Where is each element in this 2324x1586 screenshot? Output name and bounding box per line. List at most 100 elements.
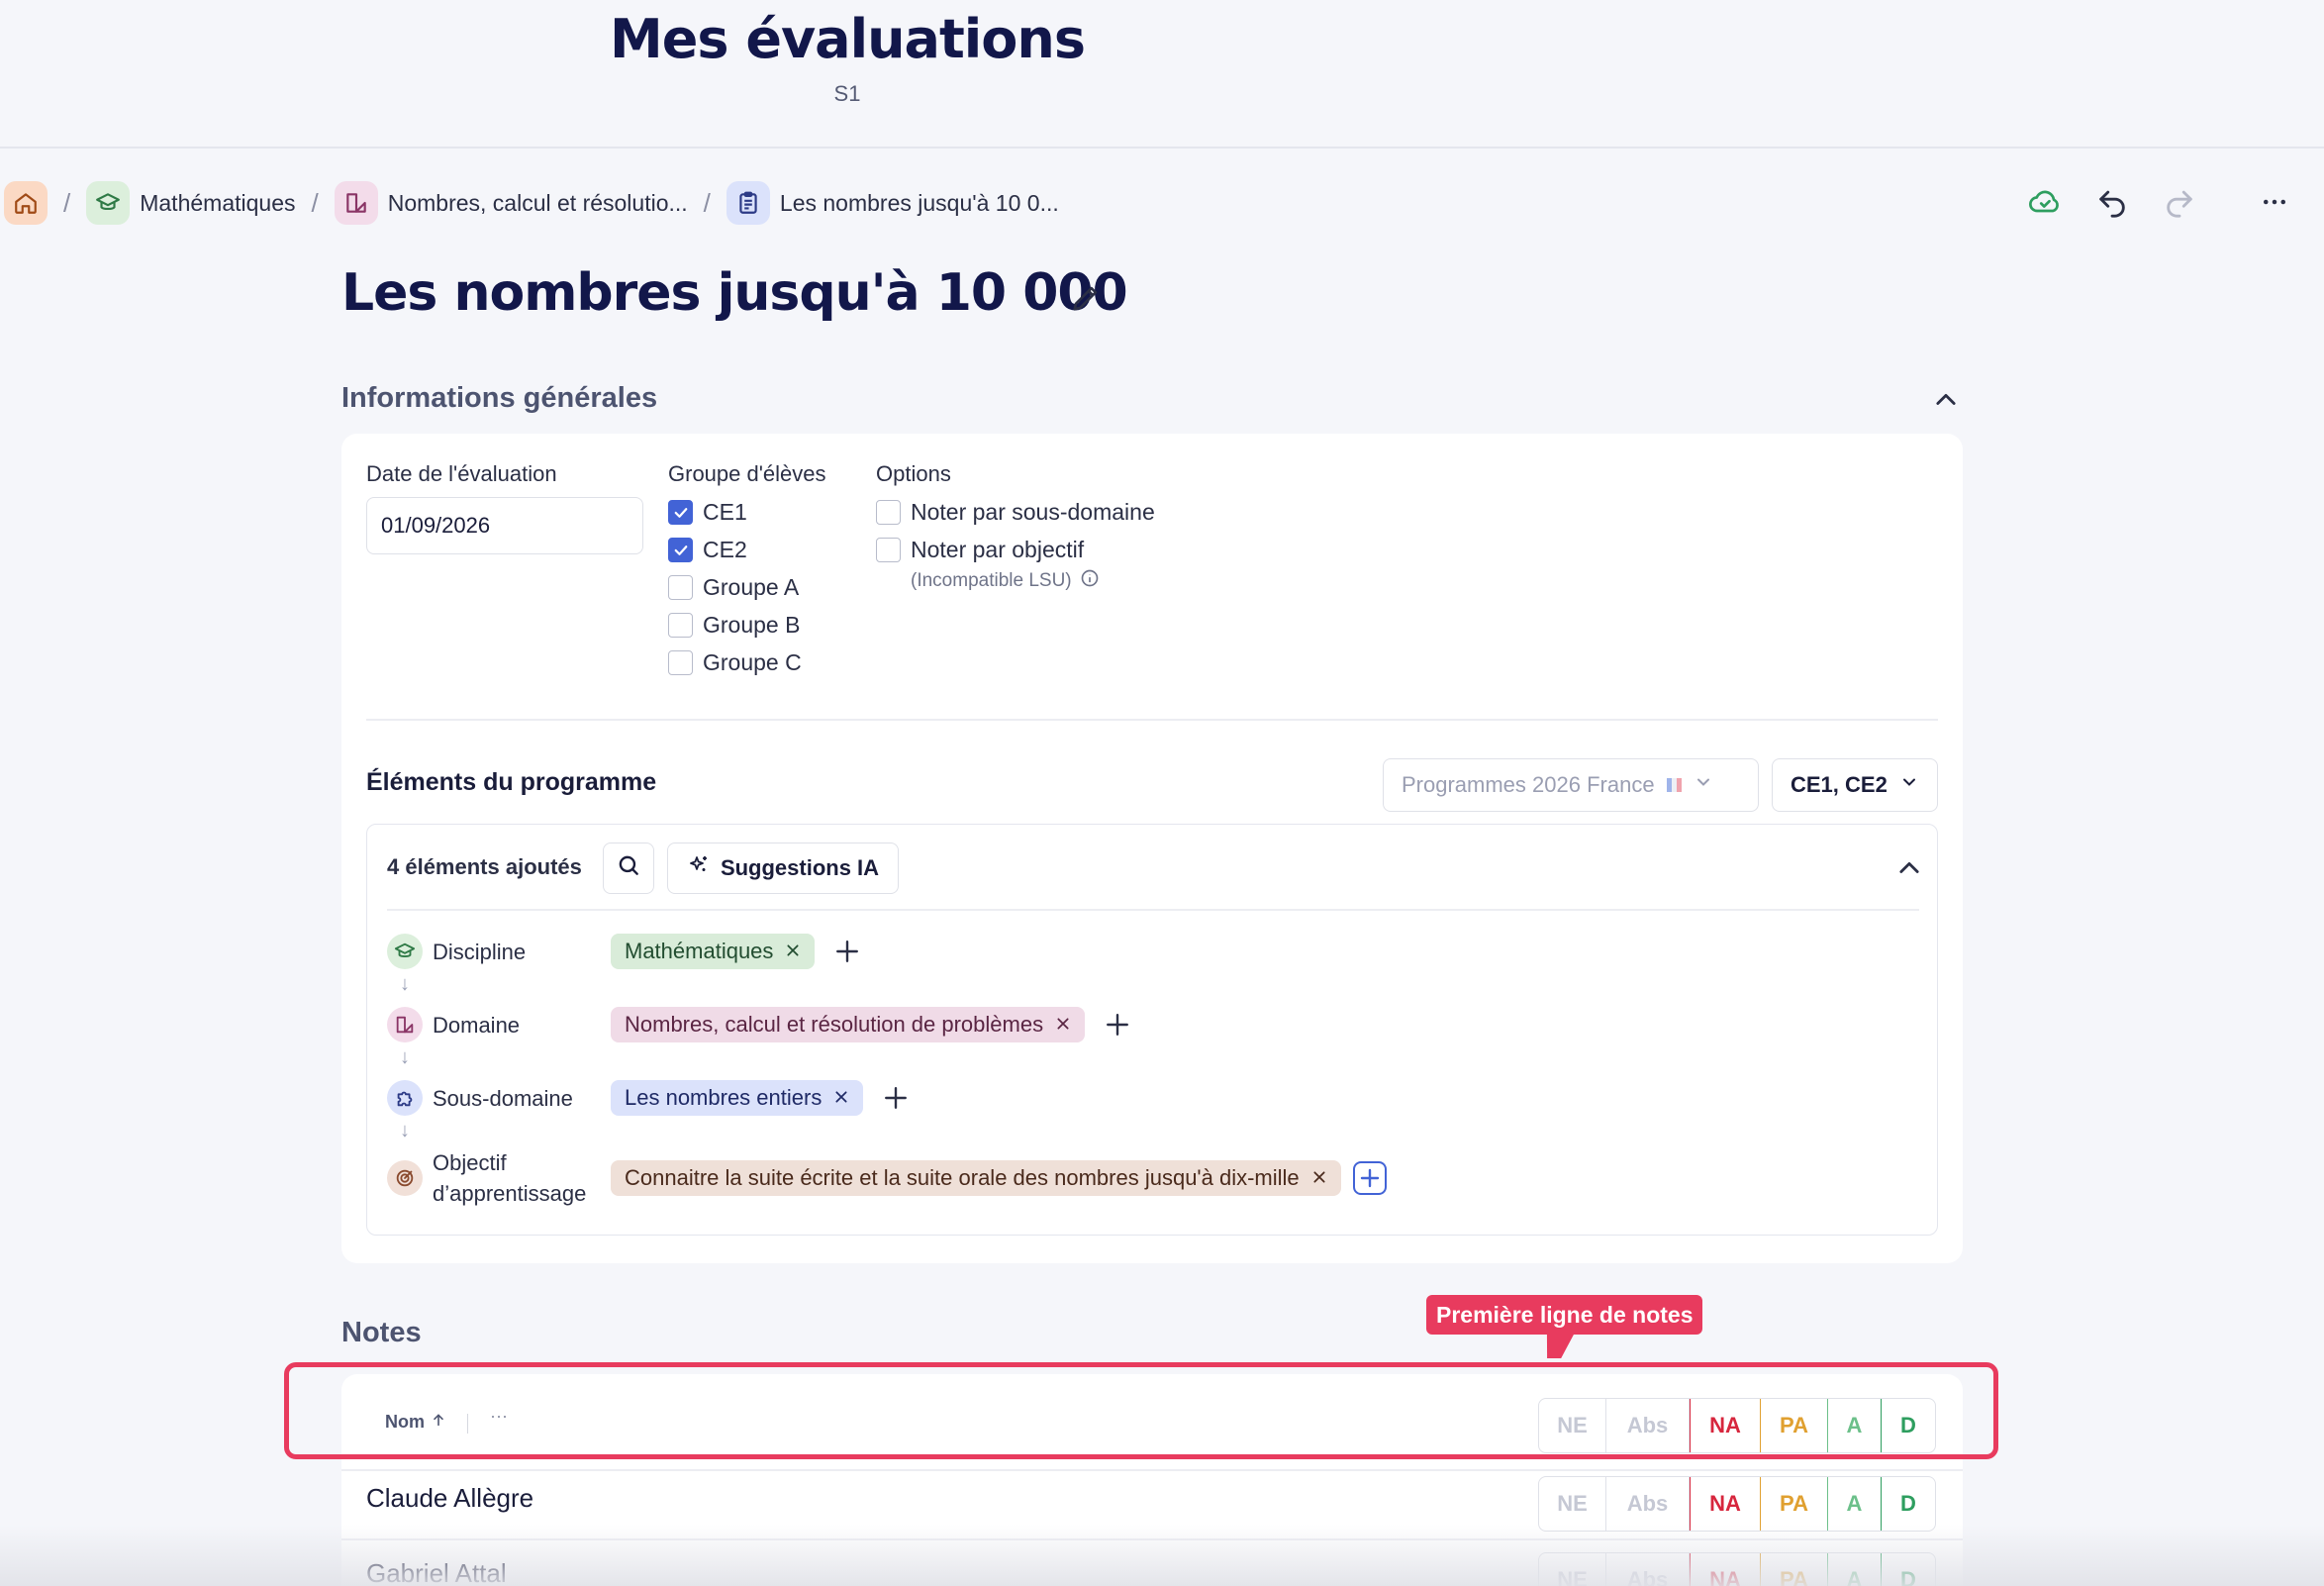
grade-na[interactable]: NA: [1690, 1399, 1761, 1452]
date-field[interactable]: 01/09/2026: [366, 497, 643, 554]
element-row-discipline: Discipline Mathématiques: [387, 934, 864, 969]
element-tag: Connaitre la suite écrite et la suite or…: [611, 1160, 1341, 1196]
info-icon[interactable]: [1080, 568, 1100, 594]
grade-abs[interactable]: Abs: [1606, 1553, 1690, 1586]
chevron-down-icon: [1694, 772, 1713, 798]
column-more-button[interactable]: ···: [490, 1406, 508, 1426]
grade-label: PA: [1780, 1413, 1808, 1437]
arrow-down-icon: ↓: [400, 1120, 410, 1141]
add-element-button[interactable]: [879, 1081, 913, 1115]
tag-label: Nombres, calcul et résolution de problèm…: [625, 1012, 1044, 1037]
grade-abs[interactable]: Abs: [1606, 1399, 1690, 1452]
grade-ne[interactable]: NE: [1539, 1553, 1606, 1586]
chevron-up-icon[interactable]: [1895, 854, 1923, 887]
group-label-item: Groupe B: [703, 612, 801, 638]
grade-ne[interactable]: NE: [1539, 1399, 1606, 1452]
date-value: 01/09/2026: [381, 513, 491, 538]
annotation-tooltip: Première ligne de notes: [1426, 1295, 1703, 1335]
student-name: Claude Allègre: [366, 1483, 534, 1513]
divider: [387, 909, 1919, 911]
option-label: Noter par objectif: [911, 537, 1085, 562]
pencil-icon[interactable]: [1069, 281, 1103, 320]
annotation-highlight-box: [284, 1362, 1998, 1459]
group-checkbox-ce2[interactable]: CE2: [668, 537, 747, 563]
home-icon[interactable]: [4, 181, 48, 225]
grade-header-group: NE Abs NA PA A D: [1538, 1398, 1936, 1453]
breadcrumb-item-discipline[interactable]: Mathématiques: [86, 181, 295, 225]
group-checkbox-groupe-b[interactable]: Groupe B: [668, 612, 800, 639]
grade-label: NA: [1709, 1413, 1741, 1437]
programme-elements-panel: 4 éléments ajoutés Suggestions IA Discip…: [366, 824, 1938, 1236]
chevron-down-icon: [1899, 772, 1919, 798]
element-type-label: Domaine: [433, 1012, 521, 1038]
grade-row-group: NE Abs NA PA A D: [1538, 1476, 1936, 1532]
checkbox[interactable]: [668, 613, 693, 638]
level-select[interactable]: CE1, CE2: [1772, 758, 1938, 812]
close-icon[interactable]: [785, 939, 801, 964]
grade-abs[interactable]: Abs: [1606, 1477, 1690, 1531]
grade-a[interactable]: A: [1828, 1399, 1882, 1452]
grade-na[interactable]: NA: [1690, 1477, 1761, 1531]
checkbox[interactable]: [876, 500, 901, 525]
graduation-cap-icon: [387, 934, 423, 969]
grade-label: Abs: [1626, 1567, 1669, 1586]
grade-pa[interactable]: PA: [1761, 1399, 1828, 1452]
arrow-down-icon: ↓: [400, 973, 410, 995]
undo-icon[interactable]: [2092, 182, 2132, 222]
cloud-check-icon[interactable]: [2025, 182, 2065, 222]
add-element-button[interactable]: [830, 935, 864, 968]
grade-na[interactable]: NA: [1690, 1553, 1761, 1586]
grade-d[interactable]: D: [1882, 1399, 1935, 1452]
group-checkbox-groupe-a[interactable]: Groupe A: [668, 574, 799, 601]
element-tag: Mathématiques: [611, 934, 816, 969]
add-element-button[interactable]: [1101, 1008, 1134, 1041]
section-title-notes: Notes: [341, 1317, 422, 1348]
grade-pa[interactable]: PA: [1761, 1477, 1828, 1531]
options-label: Options: [876, 461, 951, 486]
grade-d[interactable]: D: [1882, 1553, 1935, 1586]
section-title-info: Informations générales: [341, 382, 658, 414]
grade-d[interactable]: D: [1882, 1477, 1935, 1531]
group-checkbox-groupe-c[interactable]: Groupe C: [668, 649, 802, 676]
checkbox-checked[interactable]: [668, 500, 693, 525]
close-icon[interactable]: [833, 1085, 849, 1111]
search-button[interactable]: [603, 843, 654, 894]
ai-suggestions-button[interactable]: Suggestions IA: [667, 843, 899, 894]
divider: [467, 1414, 468, 1434]
checkbox-checked[interactable]: [668, 538, 693, 562]
breadcrumb-item-domaine[interactable]: Nombres, calcul et résolutio...: [334, 181, 688, 225]
grade-a[interactable]: A: [1828, 1477, 1882, 1531]
grade-label: Abs: [1626, 1413, 1669, 1437]
checkbox[interactable]: [668, 650, 693, 675]
element-row-objectif: Objectif d’apprentissage Connaitre la su…: [387, 1147, 1387, 1209]
grade-ne[interactable]: NE: [1539, 1477, 1606, 1531]
option-sous-domaine[interactable]: Noter par sous-domaine: [876, 499, 1155, 526]
clipboard-icon: [726, 181, 770, 225]
programme-source-select[interactable]: Programmes 2026 France: [1383, 758, 1759, 812]
add-element-button[interactable]: [1352, 1161, 1387, 1195]
breadcrumb-item-evaluation[interactable]: Les nombres jusqu'à 10 0...: [726, 181, 1059, 225]
checkbox[interactable]: [668, 575, 693, 600]
element-tag: Nombres, calcul et résolution de problèm…: [611, 1007, 1086, 1042]
grade-label: D: [1900, 1567, 1916, 1586]
more-icon[interactable]: [2255, 182, 2294, 222]
sort-by-name-button[interactable]: Nom: [385, 1412, 446, 1433]
grade-pa[interactable]: PA: [1761, 1553, 1828, 1586]
element-type-label: Sous-domaine: [433, 1085, 573, 1111]
close-icon[interactable]: [1055, 1012, 1071, 1038]
group-checkbox-ce1[interactable]: CE1: [668, 499, 747, 526]
grade-row-group: NE Abs NA PA A D: [1538, 1552, 1936, 1586]
column-header-nom: Nom: [385, 1412, 425, 1432]
grade-a[interactable]: A: [1828, 1553, 1882, 1586]
option-objectif[interactable]: Noter par objectif: [876, 537, 1084, 563]
search-icon: [616, 852, 641, 884]
close-icon[interactable]: [1311, 1165, 1327, 1191]
group-label: Groupe d'élèves: [668, 461, 826, 486]
annotation-tooltip-tail: [1533, 1333, 1575, 1358]
student-name: Gabriel Attal: [366, 1558, 507, 1586]
chevron-up-icon[interactable]: [1932, 386, 1960, 419]
group-label-item: CE1: [703, 499, 747, 525]
grade-label: PA: [1780, 1491, 1808, 1516]
redo-icon[interactable]: [2160, 182, 2199, 222]
checkbox[interactable]: [876, 538, 901, 562]
